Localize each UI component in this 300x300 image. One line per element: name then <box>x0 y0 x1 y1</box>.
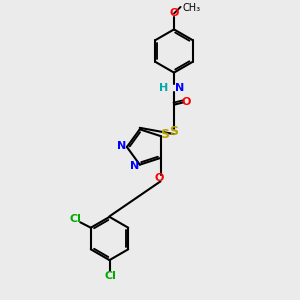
Text: N: N <box>130 161 139 171</box>
Text: O: O <box>155 173 164 183</box>
Text: Cl: Cl <box>69 214 81 224</box>
Text: O: O <box>182 97 191 107</box>
Text: O: O <box>169 8 179 19</box>
Text: N: N <box>117 141 126 151</box>
Text: H: H <box>159 83 168 93</box>
Text: Cl: Cl <box>105 271 117 281</box>
Text: N: N <box>175 83 184 93</box>
Text: S: S <box>160 128 169 141</box>
Text: CH₃: CH₃ <box>182 3 200 14</box>
Text: S: S <box>169 125 178 138</box>
